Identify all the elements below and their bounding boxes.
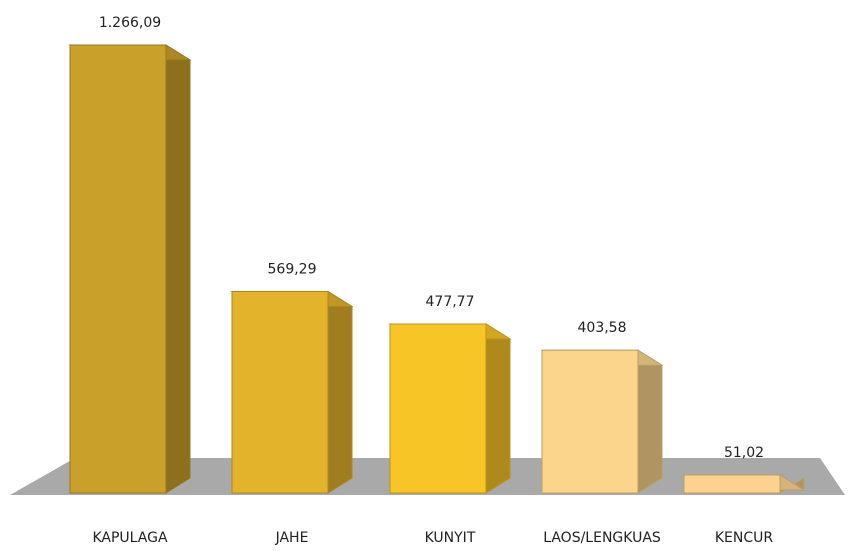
value-label: 569,29: [268, 262, 317, 278]
bar-side: [637, 349, 663, 494]
bar-front: [541, 349, 639, 494]
bar: [68, 44, 192, 494]
bar-side: [165, 44, 191, 494]
bar-front: [69, 44, 167, 494]
bar-front: [683, 474, 781, 494]
bar: [230, 290, 354, 494]
x-tick-label: JAHE: [275, 530, 309, 546]
bar: [540, 349, 664, 494]
x-tick-label: LAOS/LENGKUAS: [543, 530, 661, 546]
value-label: 403,58: [578, 320, 627, 336]
x-tick-label: KENCUR: [715, 530, 774, 546]
value-label: 477,77: [426, 294, 475, 310]
x-tick-label: KAPULAGA: [92, 530, 168, 546]
bar-side: [327, 290, 353, 494]
bar: [682, 474, 806, 494]
bar: [388, 323, 512, 494]
value-label: 1.266,09: [99, 15, 161, 31]
value-label: 51,02: [724, 445, 764, 461]
bar-front: [231, 291, 329, 494]
bar-side: [485, 323, 511, 494]
x-tick-label: KUNYIT: [425, 530, 476, 546]
bar-front: [389, 323, 487, 494]
